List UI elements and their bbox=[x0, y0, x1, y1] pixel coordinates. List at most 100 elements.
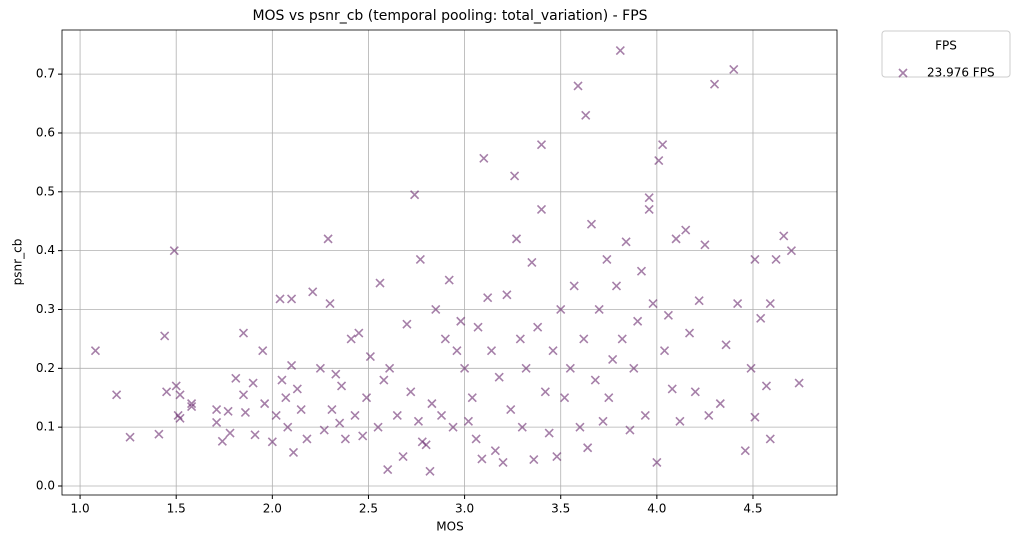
legend-marker bbox=[898, 68, 908, 78]
point bbox=[288, 447, 299, 458]
point bbox=[327, 404, 337, 415]
point bbox=[533, 322, 543, 332]
point bbox=[681, 225, 691, 235]
point bbox=[315, 363, 325, 373]
point bbox=[700, 240, 710, 250]
point bbox=[644, 204, 654, 215]
point bbox=[440, 334, 450, 344]
point bbox=[175, 390, 185, 400]
point bbox=[354, 328, 364, 338]
point bbox=[154, 429, 164, 439]
x-tick-label: 4.0 bbox=[647, 502, 666, 516]
x-tick-label: 1.0 bbox=[71, 502, 90, 516]
point bbox=[379, 375, 389, 385]
point bbox=[286, 294, 297, 304]
point bbox=[223, 406, 233, 416]
y-tick-label: 0.2 bbox=[36, 361, 55, 375]
point bbox=[392, 410, 402, 420]
point bbox=[586, 219, 597, 229]
point bbox=[648, 299, 658, 309]
point bbox=[594, 304, 604, 315]
point bbox=[575, 422, 585, 432]
point bbox=[171, 381, 181, 391]
point bbox=[175, 413, 185, 423]
point bbox=[275, 294, 285, 304]
y-tick-label: 0.0 bbox=[36, 478, 55, 492]
point bbox=[187, 402, 197, 412]
point bbox=[336, 381, 347, 391]
point bbox=[160, 331, 170, 341]
point bbox=[786, 246, 796, 256]
point bbox=[477, 454, 487, 464]
point bbox=[335, 418, 345, 428]
y-tick-label: 0.4 bbox=[36, 243, 55, 257]
x-tick-label: 3.5 bbox=[551, 502, 570, 516]
point bbox=[604, 393, 614, 403]
x-tick-label: 1.5 bbox=[167, 502, 186, 516]
point bbox=[548, 346, 558, 356]
point bbox=[527, 257, 537, 267]
point bbox=[654, 156, 664, 166]
point bbox=[373, 422, 383, 432]
point bbox=[383, 464, 393, 475]
point bbox=[506, 404, 516, 415]
point bbox=[217, 436, 227, 446]
point bbox=[517, 422, 527, 432]
point bbox=[483, 293, 493, 303]
point bbox=[427, 399, 437, 409]
point bbox=[494, 372, 504, 382]
point bbox=[552, 452, 562, 462]
point bbox=[511, 234, 522, 244]
point bbox=[667, 384, 677, 394]
point bbox=[375, 278, 385, 288]
point bbox=[90, 346, 101, 356]
point bbox=[590, 375, 600, 385]
point bbox=[112, 390, 122, 400]
point bbox=[569, 281, 579, 291]
point bbox=[385, 363, 395, 373]
y-tick-label: 0.7 bbox=[36, 67, 55, 81]
chart-title: MOS vs psnr_cb (temporal pooling: total_… bbox=[252, 8, 647, 24]
point bbox=[410, 190, 420, 200]
point bbox=[258, 346, 268, 356]
point bbox=[248, 378, 258, 388]
point bbox=[690, 387, 700, 397]
point bbox=[421, 440, 431, 450]
point bbox=[761, 381, 772, 391]
point bbox=[346, 334, 356, 344]
y-tick-label: 0.6 bbox=[36, 125, 55, 139]
point bbox=[663, 310, 673, 320]
point bbox=[633, 316, 643, 326]
point bbox=[212, 417, 222, 428]
point bbox=[125, 432, 135, 442]
point bbox=[187, 399, 197, 409]
point bbox=[231, 373, 241, 383]
point bbox=[413, 416, 424, 426]
point bbox=[621, 237, 631, 247]
point bbox=[644, 193, 654, 203]
point bbox=[502, 290, 512, 300]
point bbox=[323, 234, 333, 244]
x-tick-label: 2.5 bbox=[359, 502, 378, 516]
point bbox=[331, 369, 341, 379]
point bbox=[704, 410, 714, 420]
point bbox=[463, 416, 474, 426]
point bbox=[536, 204, 547, 215]
point bbox=[709, 79, 720, 89]
point bbox=[652, 457, 662, 468]
point bbox=[452, 346, 462, 356]
point bbox=[640, 410, 650, 420]
point bbox=[319, 425, 329, 435]
point bbox=[694, 296, 704, 306]
point bbox=[750, 412, 760, 422]
point bbox=[540, 387, 550, 397]
point bbox=[721, 340, 731, 350]
point bbox=[240, 407, 250, 418]
point bbox=[715, 399, 725, 409]
x-tick-label: 3.0 bbox=[455, 502, 474, 516]
point bbox=[281, 393, 291, 403]
point bbox=[238, 390, 249, 400]
point bbox=[448, 422, 458, 432]
point bbox=[750, 254, 760, 265]
